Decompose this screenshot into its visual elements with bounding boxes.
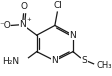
Text: H₂N: H₂N bbox=[2, 57, 19, 66]
Text: CH₃: CH₃ bbox=[95, 61, 111, 70]
Text: ⁻O: ⁻O bbox=[0, 21, 11, 30]
Text: Cl: Cl bbox=[53, 1, 62, 10]
Text: S: S bbox=[81, 56, 87, 65]
Text: +: + bbox=[27, 17, 31, 22]
Text: O: O bbox=[21, 2, 28, 11]
Text: N: N bbox=[51, 56, 58, 65]
Text: N: N bbox=[69, 31, 76, 40]
Text: N: N bbox=[19, 20, 26, 29]
